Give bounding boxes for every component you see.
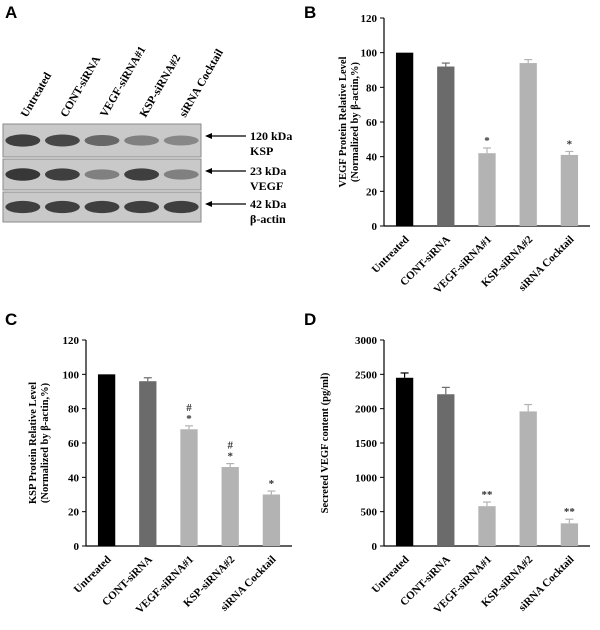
y-axis-title: (Normalized by β-actin,%) [40, 382, 51, 503]
y-tick-label: 120 [63, 335, 80, 347]
blot-lane-label: siRNA Cocktail [177, 47, 226, 119]
western-blot: Untreated CONT-siRNAVEGF-siRNA#1KSP-siRNA… [2, 44, 292, 226]
blot-lane-label: Untreated [19, 70, 54, 119]
y-tick-label: 2500 [355, 369, 378, 381]
bar [519, 63, 537, 226]
bar [437, 394, 455, 546]
blot-band [5, 200, 41, 214]
bar [262, 494, 281, 546]
y-tick-label: 0 [74, 541, 80, 553]
significance-marker: * [567, 138, 573, 150]
blot-band [163, 200, 199, 214]
bar [478, 153, 496, 226]
blot-band [5, 134, 41, 147]
blot-band [44, 168, 80, 181]
panel-letter-d: D [304, 310, 316, 329]
y-tick-label: 60 [68, 438, 80, 450]
blot-band [84, 169, 120, 180]
significance-marker: ** [564, 506, 576, 518]
y-tick-label: 1500 [355, 438, 378, 450]
significance-marker: * [484, 135, 490, 147]
bar [478, 506, 496, 546]
y-tick-label: 100 [63, 369, 80, 381]
blot-band-name: KSP [250, 144, 273, 158]
bar [395, 377, 414, 546]
y-tick-label: 40 [366, 152, 378, 164]
y-tick-label: 0 [372, 541, 378, 553]
blot-band [5, 168, 41, 181]
bar [180, 429, 198, 546]
blot-band-name: β-actin [250, 212, 286, 226]
bar [560, 523, 579, 546]
bar [560, 154, 579, 226]
y-tick-label: 80 [68, 404, 80, 416]
significance-marker: * [227, 451, 233, 463]
blot-band [84, 135, 120, 146]
blot-lane-label: KSP-siRNA#2 [138, 52, 184, 119]
y-tick-label: 500 [361, 507, 378, 519]
y-tick-label: 80 [366, 82, 378, 94]
bar [437, 66, 455, 227]
blot-band-size: 42 kDa [250, 197, 286, 211]
arrowhead-icon [205, 201, 212, 207]
blot-band [124, 168, 160, 181]
y-tick-label: 0 [372, 221, 378, 233]
blot-band-size: 120 kDa [250, 129, 292, 143]
category-label: Untreated [370, 554, 412, 596]
chart-ksp-protein: 0 20 40 60 80 100 120 KSP Protein Relative Leve… [28, 335, 292, 616]
y-tick-label: 40 [68, 472, 80, 484]
panel-letter-c: C [5, 310, 17, 329]
panel-letter-b: B [304, 3, 316, 22]
significance-marker: # [186, 402, 192, 414]
category-label: Untreated [370, 234, 412, 276]
y-tick-label: 100 [361, 48, 378, 60]
blot-band [44, 200, 80, 214]
y-tick-label: 3000 [355, 335, 378, 347]
bar [221, 467, 239, 546]
y-tick-label: 1000 [355, 472, 378, 484]
significance-marker: # [227, 440, 233, 452]
blot-band-size: 23 kDa [250, 164, 286, 178]
blot-band [44, 134, 80, 147]
significance-marker: * [269, 478, 275, 490]
blot-band-name: VEGF [250, 179, 283, 193]
category-label: Untreated [72, 554, 114, 596]
blot-band [163, 169, 199, 180]
blot-lane-label: CONT-siRNA [59, 54, 104, 120]
blot-band [163, 135, 199, 146]
chart-secreted-vegf: 0 500 1000 1500 2000 2500 3000 Secreted VEGF co… [320, 335, 590, 616]
bar [97, 374, 116, 546]
y-tick-label: 20 [366, 186, 378, 198]
y-tick-label: 20 [68, 507, 80, 519]
y-tick-label: 120 [361, 13, 378, 25]
blot-band [84, 200, 120, 214]
bar [395, 52, 414, 226]
arrowhead-icon [205, 133, 212, 139]
y-axis-title: VEGF Protein Relative Level [338, 56, 349, 187]
y-axis-title: (Normalized by β-actin,%) [350, 61, 361, 182]
y-axis-title: Secreted VEGF content (pg/ml) [320, 372, 331, 513]
arrowhead-icon [205, 168, 212, 174]
significance-marker: * [186, 413, 192, 425]
blot-band [124, 135, 160, 146]
blot-band [124, 200, 160, 214]
y-axis-title: KSP Protein Relative Level [28, 382, 39, 504]
y-tick-label: 60 [366, 117, 378, 129]
panel-letter-a: A [5, 3, 17, 22]
y-tick-label: 2000 [355, 404, 378, 416]
chart-vegf-protein: 0 20 40 60 80 100 120 VEGF Protein Relative Lev… [338, 13, 590, 296]
bar [139, 381, 157, 546]
bar [519, 411, 537, 546]
significance-marker: ** [482, 489, 494, 501]
